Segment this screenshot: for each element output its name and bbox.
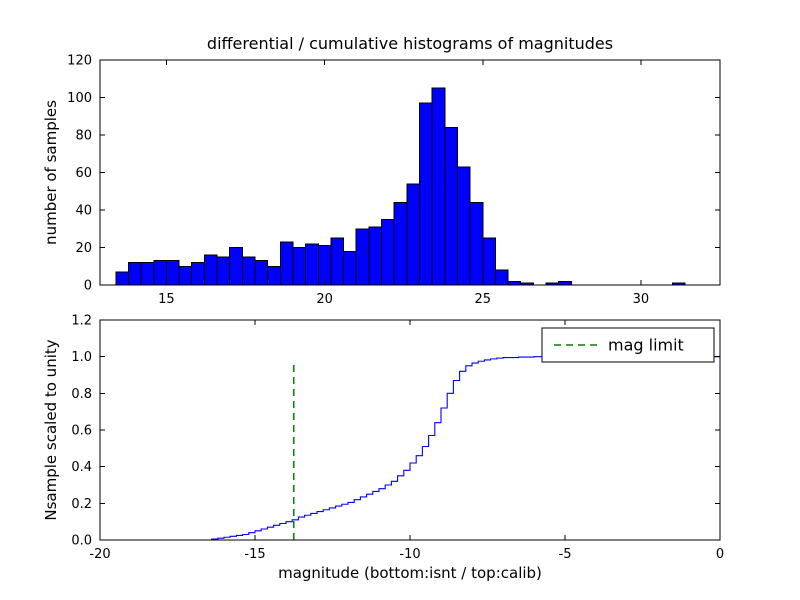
cumulative-step-curve — [205, 356, 720, 541]
legend-label: mag limit — [608, 336, 684, 355]
histogram-bar — [330, 237, 345, 286]
histogram-bar — [267, 265, 281, 286]
histogram-bar — [153, 260, 167, 286]
y-tick-label: 0.8 — [71, 387, 92, 402]
x-tick-label: -5 — [559, 547, 572, 562]
x-axis-label: magnitude (bottom:isnt / top:calib) — [278, 564, 542, 582]
histogram-bar — [140, 262, 155, 286]
histogram-bar — [317, 245, 332, 286]
x-tick-label: 20 — [316, 292, 333, 307]
x-tick-label: -15 — [244, 547, 265, 562]
histogram-bar — [494, 269, 509, 286]
histogram-bar — [254, 260, 269, 286]
histogram-bar — [343, 250, 357, 286]
histogram-bar — [381, 218, 395, 286]
histogram-bar — [292, 247, 307, 286]
x-tick-label: 25 — [474, 292, 491, 307]
chart-title: differential / cumulative histograms of … — [207, 34, 613, 53]
histogram-bar — [191, 262, 205, 286]
x-tick-label: -10 — [399, 547, 420, 562]
histogram-bars — [115, 87, 686, 286]
y-tick-label: 0.2 — [71, 497, 92, 512]
histogram-bar — [178, 265, 193, 286]
histogram-bar — [279, 241, 294, 286]
legend: mag limit — [541, 327, 715, 363]
y-tick-label: 60 — [75, 166, 92, 181]
y-axis-label: Nsample scaled to unity — [42, 339, 60, 520]
histogram-bar — [127, 262, 142, 286]
histogram-bar — [406, 183, 420, 286]
x-tick-label: 0 — [716, 547, 724, 562]
y-tick-label: 0 — [84, 279, 92, 294]
histogram-bar — [115, 271, 129, 286]
y-axis-label: number of samples — [42, 100, 60, 245]
y-tick-label: 100 — [67, 91, 92, 106]
y-tick-label: 20 — [75, 241, 92, 256]
histogram-bar — [355, 228, 370, 286]
bottom-cumulative-histogram: -20 -15 -10 -5 0 0.0 0.2 0.4 0.6 0.8 1.0 1.2 Nsample… — [42, 314, 724, 583]
histogram-bar — [431, 87, 446, 286]
histogram-bar — [469, 202, 484, 286]
histogram-bar — [229, 247, 243, 286]
y-tick-label: 1.0 — [71, 350, 92, 365]
histogram-bar — [507, 280, 522, 286]
histogram-bar — [456, 166, 471, 286]
histogram-bar — [444, 127, 458, 286]
y-tick-label: 0.0 — [71, 534, 92, 549]
x-tick-label: -20 — [89, 547, 110, 562]
axis-ticks — [99, 319, 721, 541]
histogram-bar — [203, 254, 218, 286]
top-differential-histogram: 15 20 25 30 0 20 40 60 80 100 120 differential / cu… — [42, 34, 721, 307]
y-tick-label: 0.6 — [71, 424, 92, 439]
histogram-bar — [558, 280, 572, 286]
y-tick-label: 1.2 — [71, 314, 92, 329]
histogram-bar — [305, 243, 319, 286]
y-tick-label: 120 — [67, 54, 92, 69]
y-tick-label: 0.4 — [71, 460, 92, 475]
y-tick-label: 40 — [75, 204, 92, 219]
histogram-bar — [165, 260, 180, 286]
x-tick-label: 15 — [158, 292, 175, 307]
histogram-bar — [418, 102, 433, 286]
axis-ticks — [100, 59, 720, 286]
x-tick-label: 30 — [633, 292, 650, 307]
histogram-bar — [393, 202, 408, 286]
histogram-bar — [241, 256, 256, 286]
histogram-bar — [216, 256, 231, 286]
histogram-bar — [482, 237, 496, 286]
histogram-bar — [368, 226, 383, 286]
y-tick-label: 80 — [75, 129, 92, 144]
